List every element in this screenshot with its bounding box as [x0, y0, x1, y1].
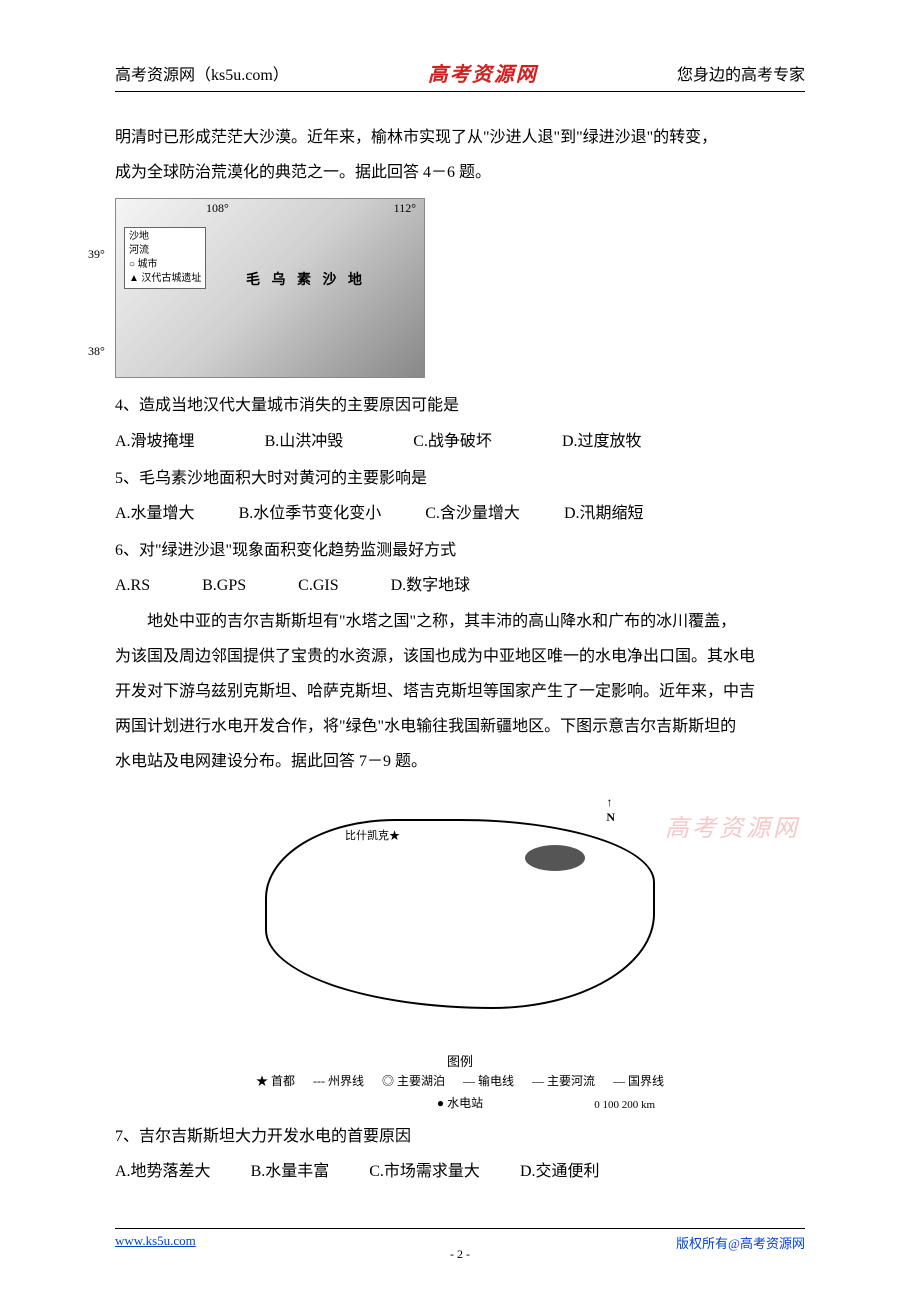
- q4-options: A.滑坡掩埋 B.山洪冲毁 C.战争破坏 D.过度放牧: [115, 424, 805, 459]
- intro2-p3: 开发对下游乌兹别克斯坦、哈萨克斯坦、塔吉克斯坦等国家产生了一定影响。近年来，中吉: [115, 674, 805, 709]
- intro2-p4: 两国计划进行水电开发合作，将"绿色"水电输往我国新疆地区。下图示意吉尔吉斯斯坦的: [115, 709, 805, 744]
- map2-legend-l5: — 主要河流: [532, 1072, 595, 1091]
- map-maowusu: 108° 112° 39° 38° 沙地 河流 ○ 城市 ▲ 汉代古城遗址 毛 …: [115, 198, 425, 378]
- q4-c: C.战争破坏: [413, 424, 492, 459]
- intro2-p2: 为该国及周边邻国提供了宝贵的水资源，该国也成为中亚地区唯一的水电净出口国。其水电: [115, 639, 805, 674]
- map1-lon1: 108°: [206, 201, 229, 216]
- page-header: 高考资源网（ks5u.com） 高考资源网 您身边的高考专家: [115, 58, 805, 92]
- q6-options: A.RS B.GPS C.GIS D.数字地球: [115, 568, 805, 603]
- q5-b: B.水位季节变化变小: [239, 496, 382, 531]
- map2-compass: ↑N: [606, 795, 615, 825]
- map1-center-label: 毛 乌 素 沙 地: [246, 269, 366, 289]
- map2-legend-l3: ◎ 主要湖泊: [382, 1072, 445, 1091]
- q6-d: D.数字地球: [391, 568, 471, 603]
- map2-outline: [265, 819, 655, 1009]
- q7-a: A.地势落差大: [115, 1154, 211, 1189]
- map2-legend-l7: ● 水电站: [437, 1094, 483, 1113]
- map1-legend-l2: 河流: [129, 244, 201, 258]
- q7-c: C.市场需求量大: [369, 1154, 480, 1189]
- q5-stem: 5、毛乌素沙地面积大时对黄河的主要影响是: [115, 461, 805, 496]
- footer-page-number: - 2 -: [450, 1247, 470, 1262]
- map1-lon2: 112°: [394, 201, 416, 216]
- q4-stem: 4、造成当地汉代大量城市消失的主要原因可能是: [115, 388, 805, 423]
- q4-d: D.过度放牧: [562, 424, 642, 459]
- map1-lat2: 38°: [88, 344, 105, 359]
- map2-legend-l1: ★ 首都: [256, 1072, 295, 1091]
- header-center-logo: 高考资源网: [428, 58, 538, 87]
- q5-c: C.含沙量增大: [425, 496, 520, 531]
- map2-capital: 比什凯克★: [345, 827, 400, 843]
- q5-a: A.水量增大: [115, 496, 195, 531]
- intro1-line2: 成为全球防治荒漠化的典范之一。据此回答 4－6 题。: [115, 155, 805, 190]
- q7-stem: 7、吉尔吉斯斯坦大力开发水电的首要原因: [115, 1119, 805, 1154]
- map-kyrgyzstan: ↑N 比什凯克★: [245, 789, 675, 1049]
- map2-legend-l2: --- 州界线: [313, 1072, 364, 1091]
- page-footer: www.ks5u.com - 2 - 版权所有@高考资源网: [115, 1228, 805, 1252]
- q5-options: A.水量增大 B.水位季节变化变小 C.含沙量增大 D.汛期缩短: [115, 496, 805, 531]
- map2-legend-title: 图例: [245, 1051, 675, 1070]
- map1-legend: 沙地 河流 ○ 城市 ▲ 汉代古城遗址: [124, 227, 206, 289]
- map1-legend-l3: ○ 城市: [129, 258, 201, 272]
- footer-copyright: 版权所有@高考资源网: [676, 1233, 805, 1252]
- intro1-line1: 明清时已形成茫茫大沙漠。近年来，榆林市实现了从"沙进人退"到"绿进沙退"的转变，: [115, 120, 805, 155]
- q4-b: B.山洪冲毁: [265, 424, 344, 459]
- q7-d: D.交通便利: [520, 1154, 600, 1189]
- map2-legend-l4: — 输电线: [463, 1072, 514, 1091]
- q6-c: C.GIS: [298, 568, 338, 603]
- map1-lat1: 39°: [88, 247, 105, 262]
- map-kyrgyzstan-wrap: ↑N 比什凯克★ 图例 ★ 首都 --- 州界线 ◎ 主要湖泊 — 输电线 — …: [245, 789, 675, 1110]
- header-left: 高考资源网（ks5u.com）: [115, 61, 289, 85]
- q7-b: B.水量丰富: [251, 1154, 330, 1189]
- q4-a: A.滑坡掩埋: [115, 424, 195, 459]
- map1-legend-l1: 沙地: [129, 230, 201, 244]
- footer-url[interactable]: www.ks5u.com: [115, 1233, 196, 1252]
- q6-a: A.RS: [115, 568, 150, 603]
- q6-b: B.GPS: [202, 568, 246, 603]
- intro2-p5: 水电站及电网建设分布。据此回答 7－9 题。: [115, 744, 805, 779]
- map1-legend-l4: ▲ 汉代古城遗址: [129, 272, 201, 286]
- q6-stem: 6、对"绿进沙退"现象面积变化趋势监测最好方式: [115, 533, 805, 568]
- q7-options: A.地势落差大 B.水量丰富 C.市场需求量大 D.交通便利: [115, 1154, 805, 1189]
- intro2-p1: 地处中亚的吉尔吉斯斯坦有"水塔之国"之称，其丰沛的高山降水和广布的冰川覆盖，: [115, 604, 805, 639]
- map2-legend-l6: — 国界线: [613, 1072, 664, 1091]
- header-right: 您身边的高考专家: [677, 61, 805, 85]
- q5-d: D.汛期缩短: [564, 496, 644, 531]
